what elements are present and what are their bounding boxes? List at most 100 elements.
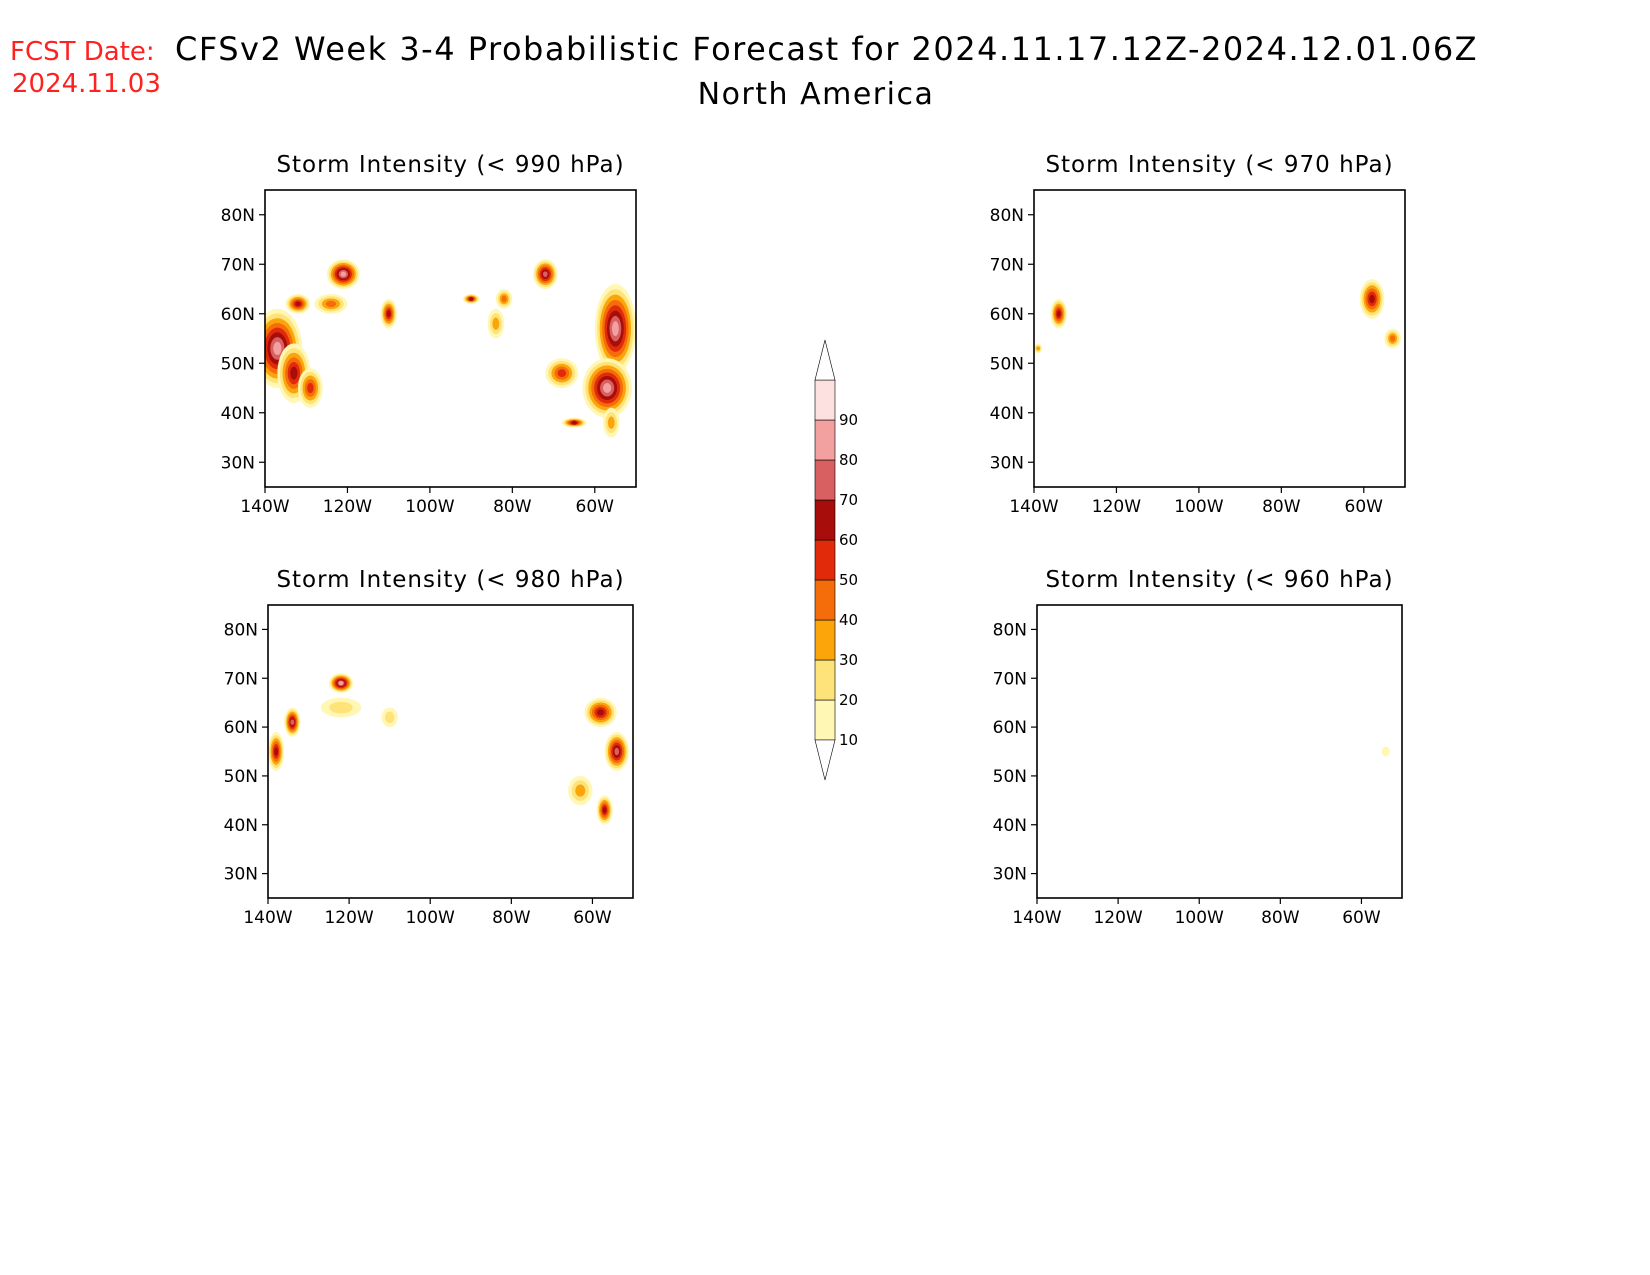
colorbar-label: 80 [839,451,858,469]
map-panels: Storm Intensity (< 990 hPa) 80N 70N 60N 50N 4… [221,152,1406,928]
lat-tick-label: 80N [224,620,258,640]
colorbar-swatch [814,499,836,541]
colorbar-label: 20 [839,691,858,709]
probability-contour [307,382,314,394]
lon-tick-label: 140W [243,908,292,928]
colorbar-label: 70 [839,491,858,509]
lon-tick-label: 60W [1345,497,1384,517]
probability-contour [469,296,474,301]
probability-contour [557,369,567,377]
lat-tick-label: 50N [224,767,258,787]
map-frame [264,189,637,488]
lon-tick-label: 140W [1012,908,1061,928]
lon-tick-label: 140W [240,497,289,517]
colorbar-bottom-arrow [814,739,836,781]
lon-tick-label: 100W [405,497,454,517]
probability-contour [575,784,586,797]
lon-tick-label: 100W [406,908,455,928]
panel-title: Storm Intensity (< 960 hPa) [1045,567,1393,593]
lat-tick-label: 50N [221,354,255,374]
lat-tick-label: 30N [990,453,1024,473]
probability-shading [1381,746,1390,757]
map-panel-980: Storm Intensity (< 980 hPa) 80N 70N 60N 50N 4… [224,567,634,928]
probability-shading [265,259,636,438]
map-frame [267,604,634,899]
lon-tick-label: 120W [1093,908,1142,928]
lon-tick-label: 100W [1174,497,1223,517]
lat-tick-label: 80N [990,206,1024,226]
lat-tick-label: 50N [990,354,1024,374]
probability-contour [290,719,295,725]
lat-tick-label: 40N [990,404,1024,424]
lon-tick-label: 60W [573,908,612,928]
probability-contour [1036,346,1041,351]
lat-tick-label: 50N [993,767,1027,787]
map-frame [1036,604,1403,899]
lat-tick-label: 70N [221,255,255,275]
probability-contour [1381,746,1390,757]
probability-contour [603,383,612,393]
lat-tick-label: 60N [224,718,258,738]
panel-title: Storm Intensity (< 980 hPa) [276,567,624,593]
lat-tick-label: 40N [224,816,258,836]
figure-title: CFSv2 Week 3-4 Probabilistic Forecast fo… [175,30,1478,68]
probability-contour [1056,310,1061,317]
lon-tick-label: 60W [1342,908,1381,928]
probability-contour [571,420,577,425]
colorbar-label: 30 [839,651,858,669]
colorbar-label: 40 [839,611,858,629]
lon-tick-label: 120W [1092,497,1141,517]
coastline [265,196,636,487]
probability-contour [274,747,279,756]
colorbar-label: 50 [839,571,858,589]
lon-tick-label: 80W [492,908,531,928]
lat-tick-label: 40N [221,404,255,424]
panel-title: Storm Intensity (< 990 hPa) [276,152,624,178]
probability-contour [384,711,395,724]
probability-contour [1390,335,1396,342]
probability-contour [492,317,500,330]
coastline [268,611,633,898]
lat-tick-label: 80N [993,620,1027,640]
probability-contour [607,416,615,429]
coastline [1034,196,1405,487]
colorbar-swatch [814,699,836,741]
probability-contour [325,300,337,307]
probability-contour [501,295,507,303]
lon-tick-label: 80W [493,497,532,517]
lat-tick-label: 80N [221,206,255,226]
figure-subtitle: North America [698,77,935,112]
lat-tick-label: 60N [221,305,255,325]
probability-contour [290,366,298,380]
probability-contour [273,341,282,355]
lon-tick-label: 140W [1009,497,1058,517]
fcst-date-value: 2024.11.03 [12,69,161,99]
lon-tick-label: 80W [1261,908,1300,928]
colorbar-legend: 10 20 30 40 50 60 70 80 90 [814,339,858,781]
panel-title: Storm Intensity (< 970 hPa) [1045,152,1393,178]
lon-tick-label: 120W [323,497,372,517]
probability-contour [295,301,301,307]
lat-tick-label: 70N [993,669,1027,689]
colorbar-swatch [814,419,836,461]
lat-tick-label: 30N [993,865,1027,885]
colorbar-swatch [814,459,836,501]
probability-contour [602,806,607,814]
probability-contour [614,747,620,756]
lat-tick-label: 30N [224,865,258,885]
lon-tick-label: 100W [1175,908,1224,928]
probability-contour [329,701,353,714]
colorbar-label: 10 [839,731,858,749]
probability-contour [340,271,347,277]
map-frame [1033,189,1406,488]
coastline [1037,611,1402,898]
lon-tick-label: 80W [1262,497,1301,517]
lat-tick-label: 70N [990,255,1024,275]
map-panel-970: Storm Intensity (< 970 hPa) 80N 70N 60N 50N 4… [990,152,1406,517]
probability-contour [338,681,344,686]
probability-contour [542,271,548,277]
colorbar-swatch [814,379,836,421]
probability-shading [1034,279,1401,354]
probability-shading [268,673,629,825]
